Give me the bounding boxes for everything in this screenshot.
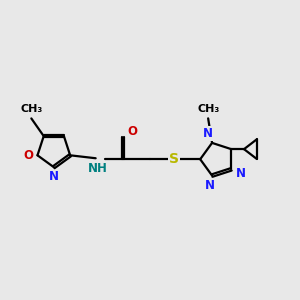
Text: N: N [49,170,59,184]
Text: O: O [24,149,34,162]
Text: N: N [236,167,246,180]
Text: N: N [203,127,213,140]
Text: NH: NH [88,162,108,175]
Text: CH₃: CH₃ [197,103,219,113]
Text: CH₃: CH₃ [20,103,43,114]
Text: S: S [169,152,179,166]
Text: N: N [205,179,215,192]
Text: O: O [127,125,137,138]
